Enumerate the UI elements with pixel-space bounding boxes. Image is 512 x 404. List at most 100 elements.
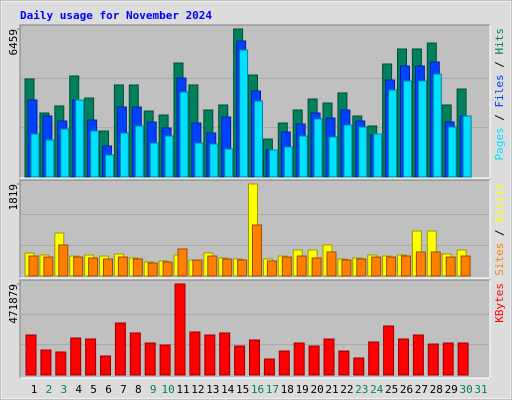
x-tick-label: 19 [296,383,309,396]
bar [368,341,380,376]
bar [117,256,128,277]
bar [40,349,52,376]
x-tick-label: 12 [191,383,204,396]
x-tick-label: 20 [310,383,323,396]
x-tick-label: 8 [135,383,142,396]
x-tick-label: 31 [474,383,487,396]
bar [383,325,395,376]
bar [403,80,412,178]
bar [462,115,472,178]
bar [174,283,186,376]
bar [417,80,427,178]
bar [129,332,141,376]
bar [207,255,218,277]
bar [149,142,159,178]
x-tick-label: 17 [266,383,279,396]
bar [75,99,85,178]
bar [356,258,367,277]
bar [55,351,67,376]
bar [103,258,113,277]
x-tick-label: 28 [430,383,443,396]
x-tick-label: 13 [206,383,219,396]
bar [341,259,352,277]
bar [144,342,156,376]
x-tick-label: 27 [415,383,428,396]
y-tick-label: 471879 [7,284,20,324]
bar [457,342,469,376]
legend: Sites / Visits [493,183,506,276]
y-tick-label: 6459 [7,29,20,56]
bar [268,149,278,178]
legend-entry: Pages [493,127,506,160]
bar [323,338,335,376]
bar [254,100,263,178]
x-tick-label: 11 [176,383,189,396]
bar [234,345,246,376]
x-tick-label: 5 [90,383,97,396]
bar [43,256,54,277]
bar [296,255,307,277]
bar [353,357,365,376]
bar [328,136,338,178]
x-tick-label: 23 [355,383,368,396]
x-tick-label: 26 [400,383,413,396]
bar [427,343,439,376]
bar [358,126,368,178]
bar [179,91,189,178]
bar [134,125,144,178]
bar [313,118,323,178]
x-tick-label: 25 [385,383,398,396]
x-tick-label: 21 [325,383,338,396]
bar [30,133,40,178]
x-tick-label: 24 [370,383,384,396]
bar [430,251,441,277]
x-tick-label: 16 [251,383,264,396]
x-tick-label: 14 [221,383,235,396]
bar [278,350,290,376]
bar [298,135,308,178]
bar [28,255,39,277]
bar [326,251,337,277]
bar [222,258,233,277]
x-tick-label: 9 [150,383,157,396]
legend-entry: Visits [493,183,506,223]
x-tick-label: 15 [236,383,249,396]
bar [70,337,82,376]
bar [338,350,350,376]
x-tick-label: 30 [459,383,472,396]
x-tick-label: 10 [161,383,174,396]
bar [194,142,204,178]
x-tick-label: 2 [46,383,53,396]
bar [177,248,188,277]
bar [293,342,305,376]
legend-entry: Files [493,74,506,107]
x-tick-label: 7 [120,383,127,396]
x-tick-label: 6 [105,383,112,396]
bar [266,260,277,277]
legend-entry: Hits [493,28,506,55]
bar [252,224,262,277]
bar [308,345,320,376]
bar [162,261,173,277]
bar [60,128,70,178]
bar [90,130,100,178]
bar [371,256,382,277]
bar [386,256,397,277]
bar [373,133,383,178]
x-tick-label: 18 [281,383,294,396]
legend-entry: Sites [493,243,506,276]
bar [460,255,471,277]
bar [224,148,234,178]
bar [209,143,219,178]
bar [388,89,398,178]
x-tick-label: 3 [60,383,67,396]
legend-entry: KBytes [493,283,506,323]
bar [415,251,426,277]
bar [105,154,114,178]
bar [311,257,322,277]
bar [412,334,424,376]
bar [132,258,143,277]
bar [58,244,69,277]
bar [73,256,84,277]
